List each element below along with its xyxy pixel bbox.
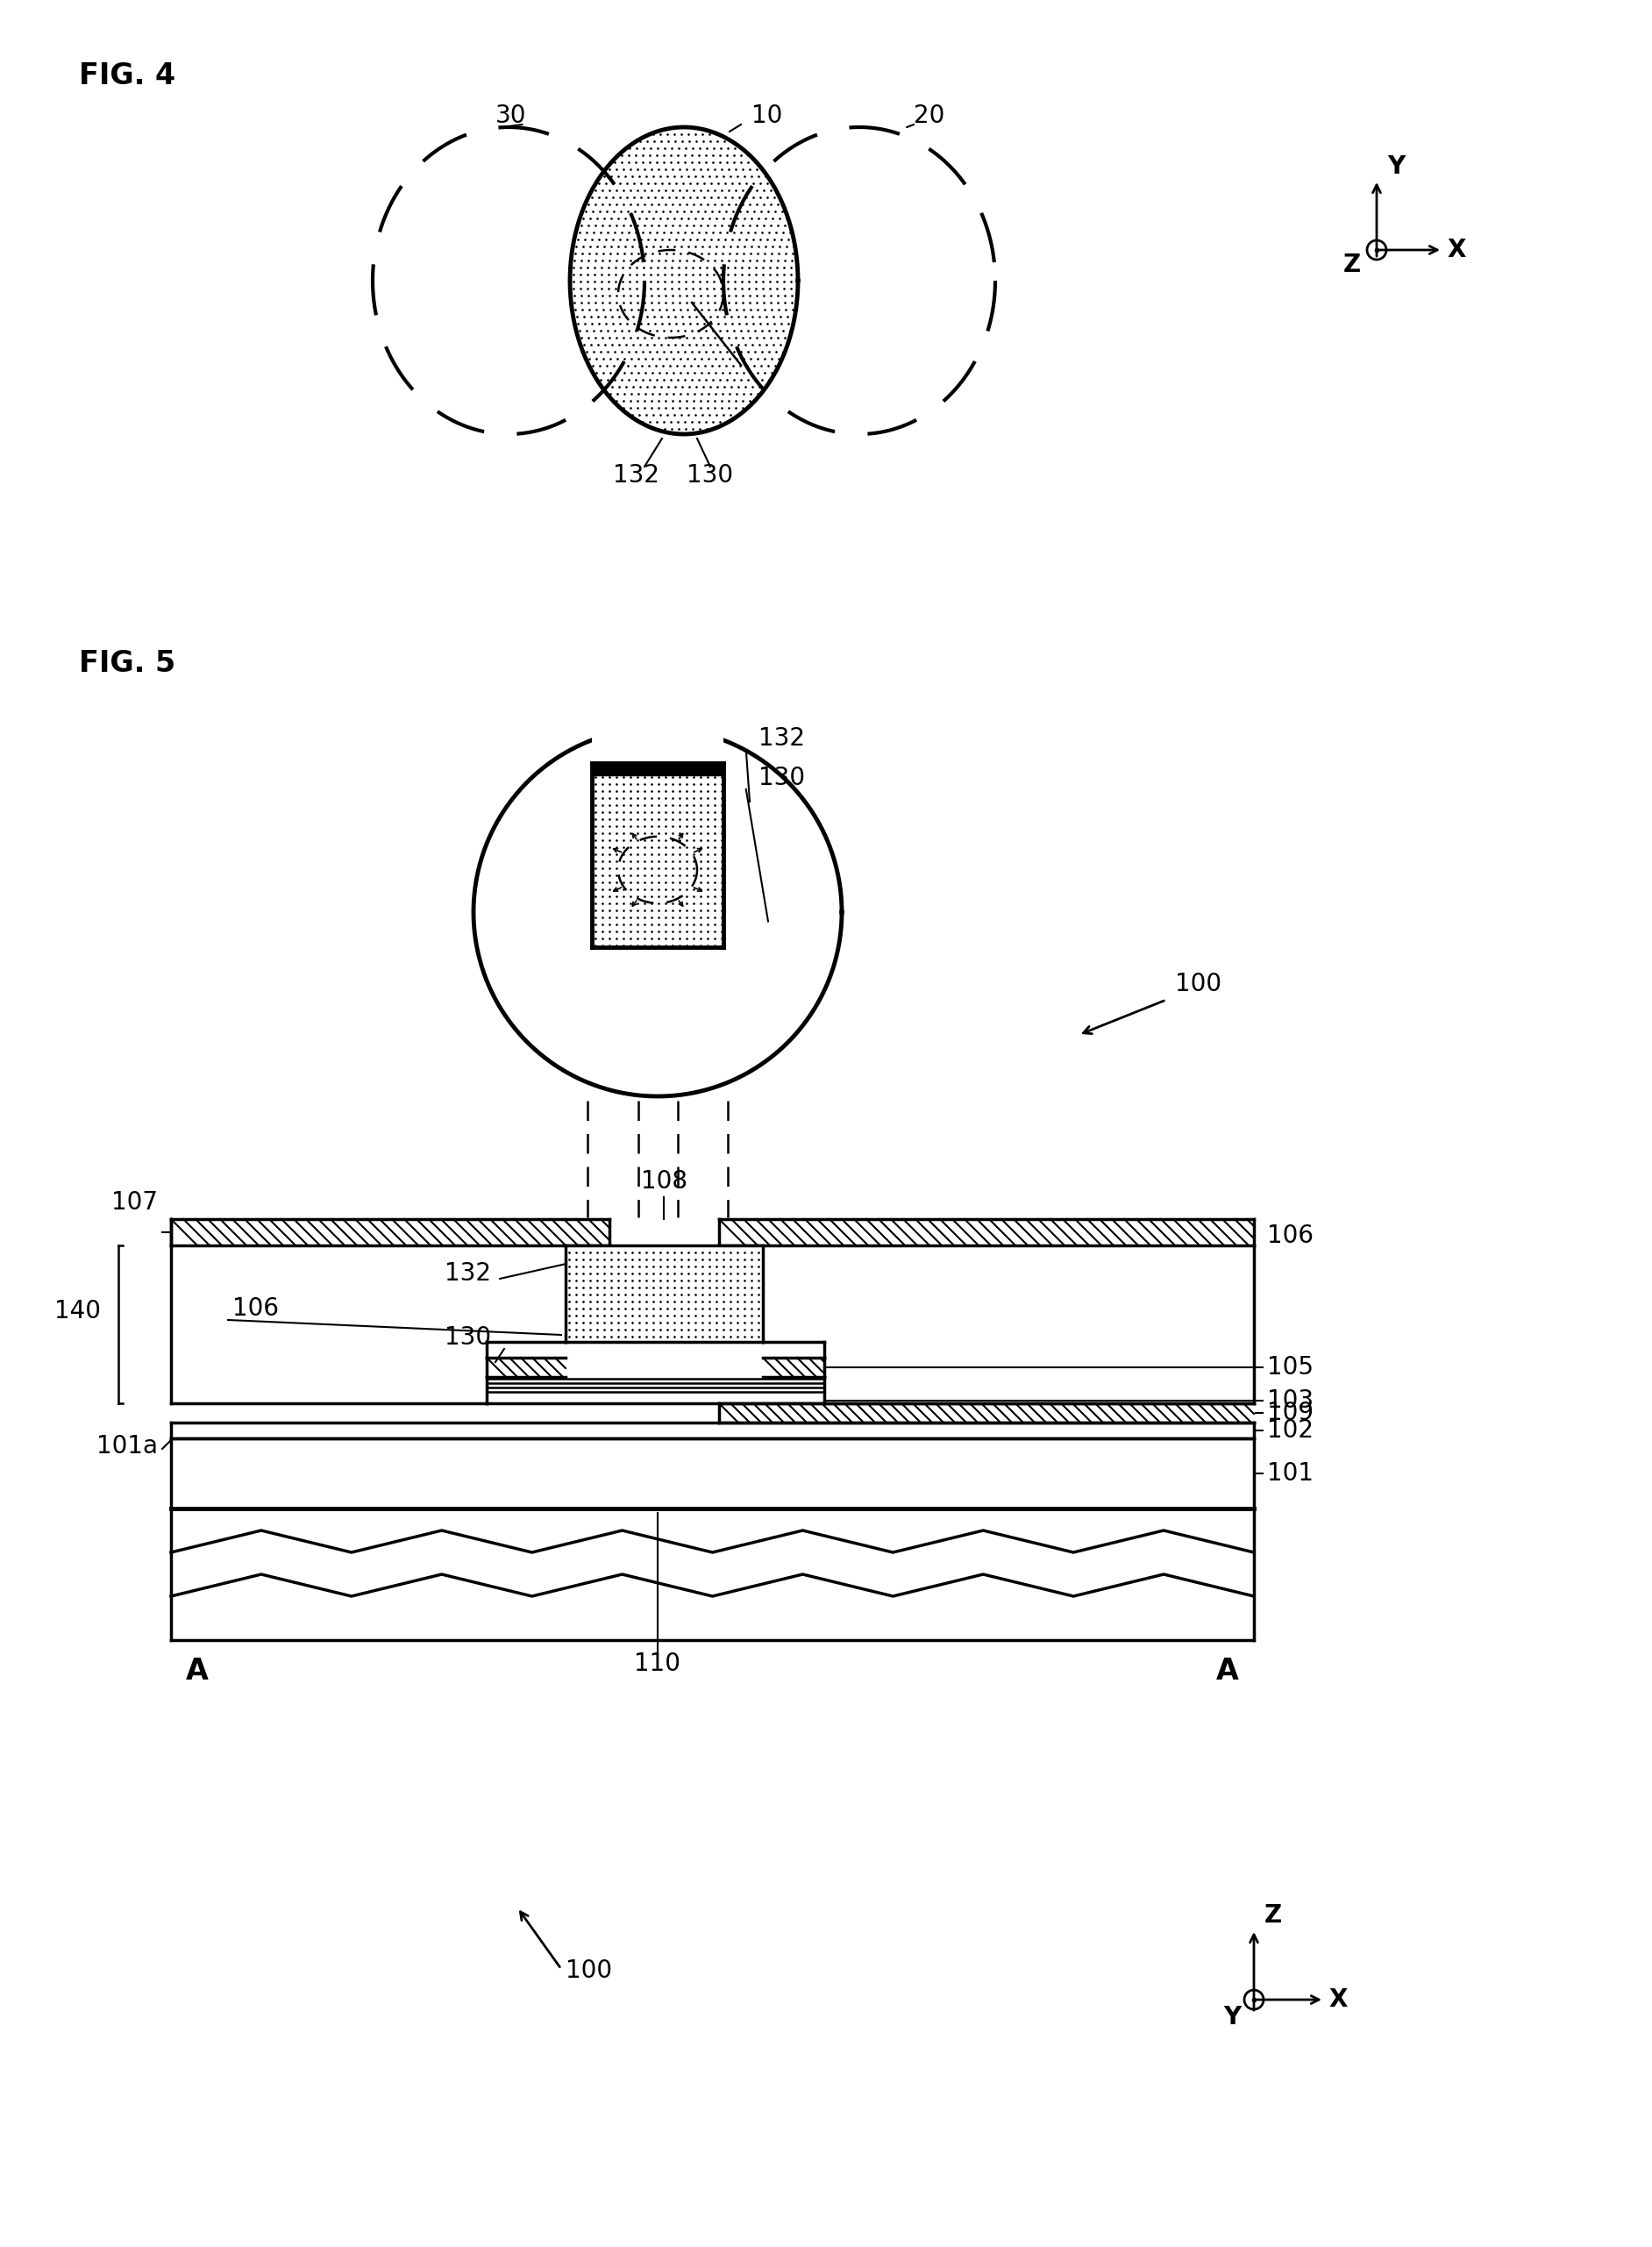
Text: X: X	[1328, 1986, 1346, 2011]
Text: 110: 110	[634, 1652, 681, 1676]
Text: Z: Z	[1264, 1903, 1282, 1928]
Bar	[565, 1245, 763, 1341]
Text: FIG. 5: FIG. 5	[79, 649, 175, 679]
Text: 130: 130	[444, 1326, 491, 1350]
Text: 132: 132	[613, 463, 659, 488]
Text: 107: 107	[111, 1191, 159, 1216]
Text: 132: 132	[758, 726, 806, 750]
Text: A: A	[1216, 1656, 1239, 1685]
Bar	[591, 580, 724, 764]
Text: 106: 106	[1267, 1222, 1313, 1247]
Text: 101: 101	[1267, 1461, 1313, 1485]
Text: 102: 102	[1267, 1418, 1313, 1443]
Text: Y: Y	[1222, 2004, 1241, 2029]
Text: 130: 130	[758, 766, 806, 791]
Text: 10: 10	[752, 103, 781, 128]
Bar	[591, 764, 724, 775]
Text: 130: 130	[687, 463, 733, 488]
Text: 106: 106	[233, 1297, 279, 1321]
Text: 109: 109	[1267, 1400, 1313, 1425]
Text: 20: 20	[914, 103, 945, 128]
Text: X: X	[1447, 238, 1465, 263]
Text: FIG. 4: FIG. 4	[79, 61, 175, 90]
Text: 108: 108	[641, 1168, 687, 1193]
Text: 103: 103	[1267, 1389, 1313, 1413]
Text: 101a: 101a	[96, 1434, 159, 1458]
Text: 100: 100	[565, 1959, 613, 1984]
Text: 105: 105	[1267, 1355, 1313, 1380]
Text: Z: Z	[1343, 252, 1361, 276]
Text: 140: 140	[55, 1299, 101, 1323]
Text: Y: Y	[1388, 155, 1404, 180]
Text: 100: 100	[1175, 971, 1221, 995]
Text: A: A	[187, 1656, 208, 1685]
Ellipse shape	[570, 128, 798, 434]
Text: 132: 132	[444, 1261, 491, 1285]
Text: 30: 30	[496, 103, 525, 128]
